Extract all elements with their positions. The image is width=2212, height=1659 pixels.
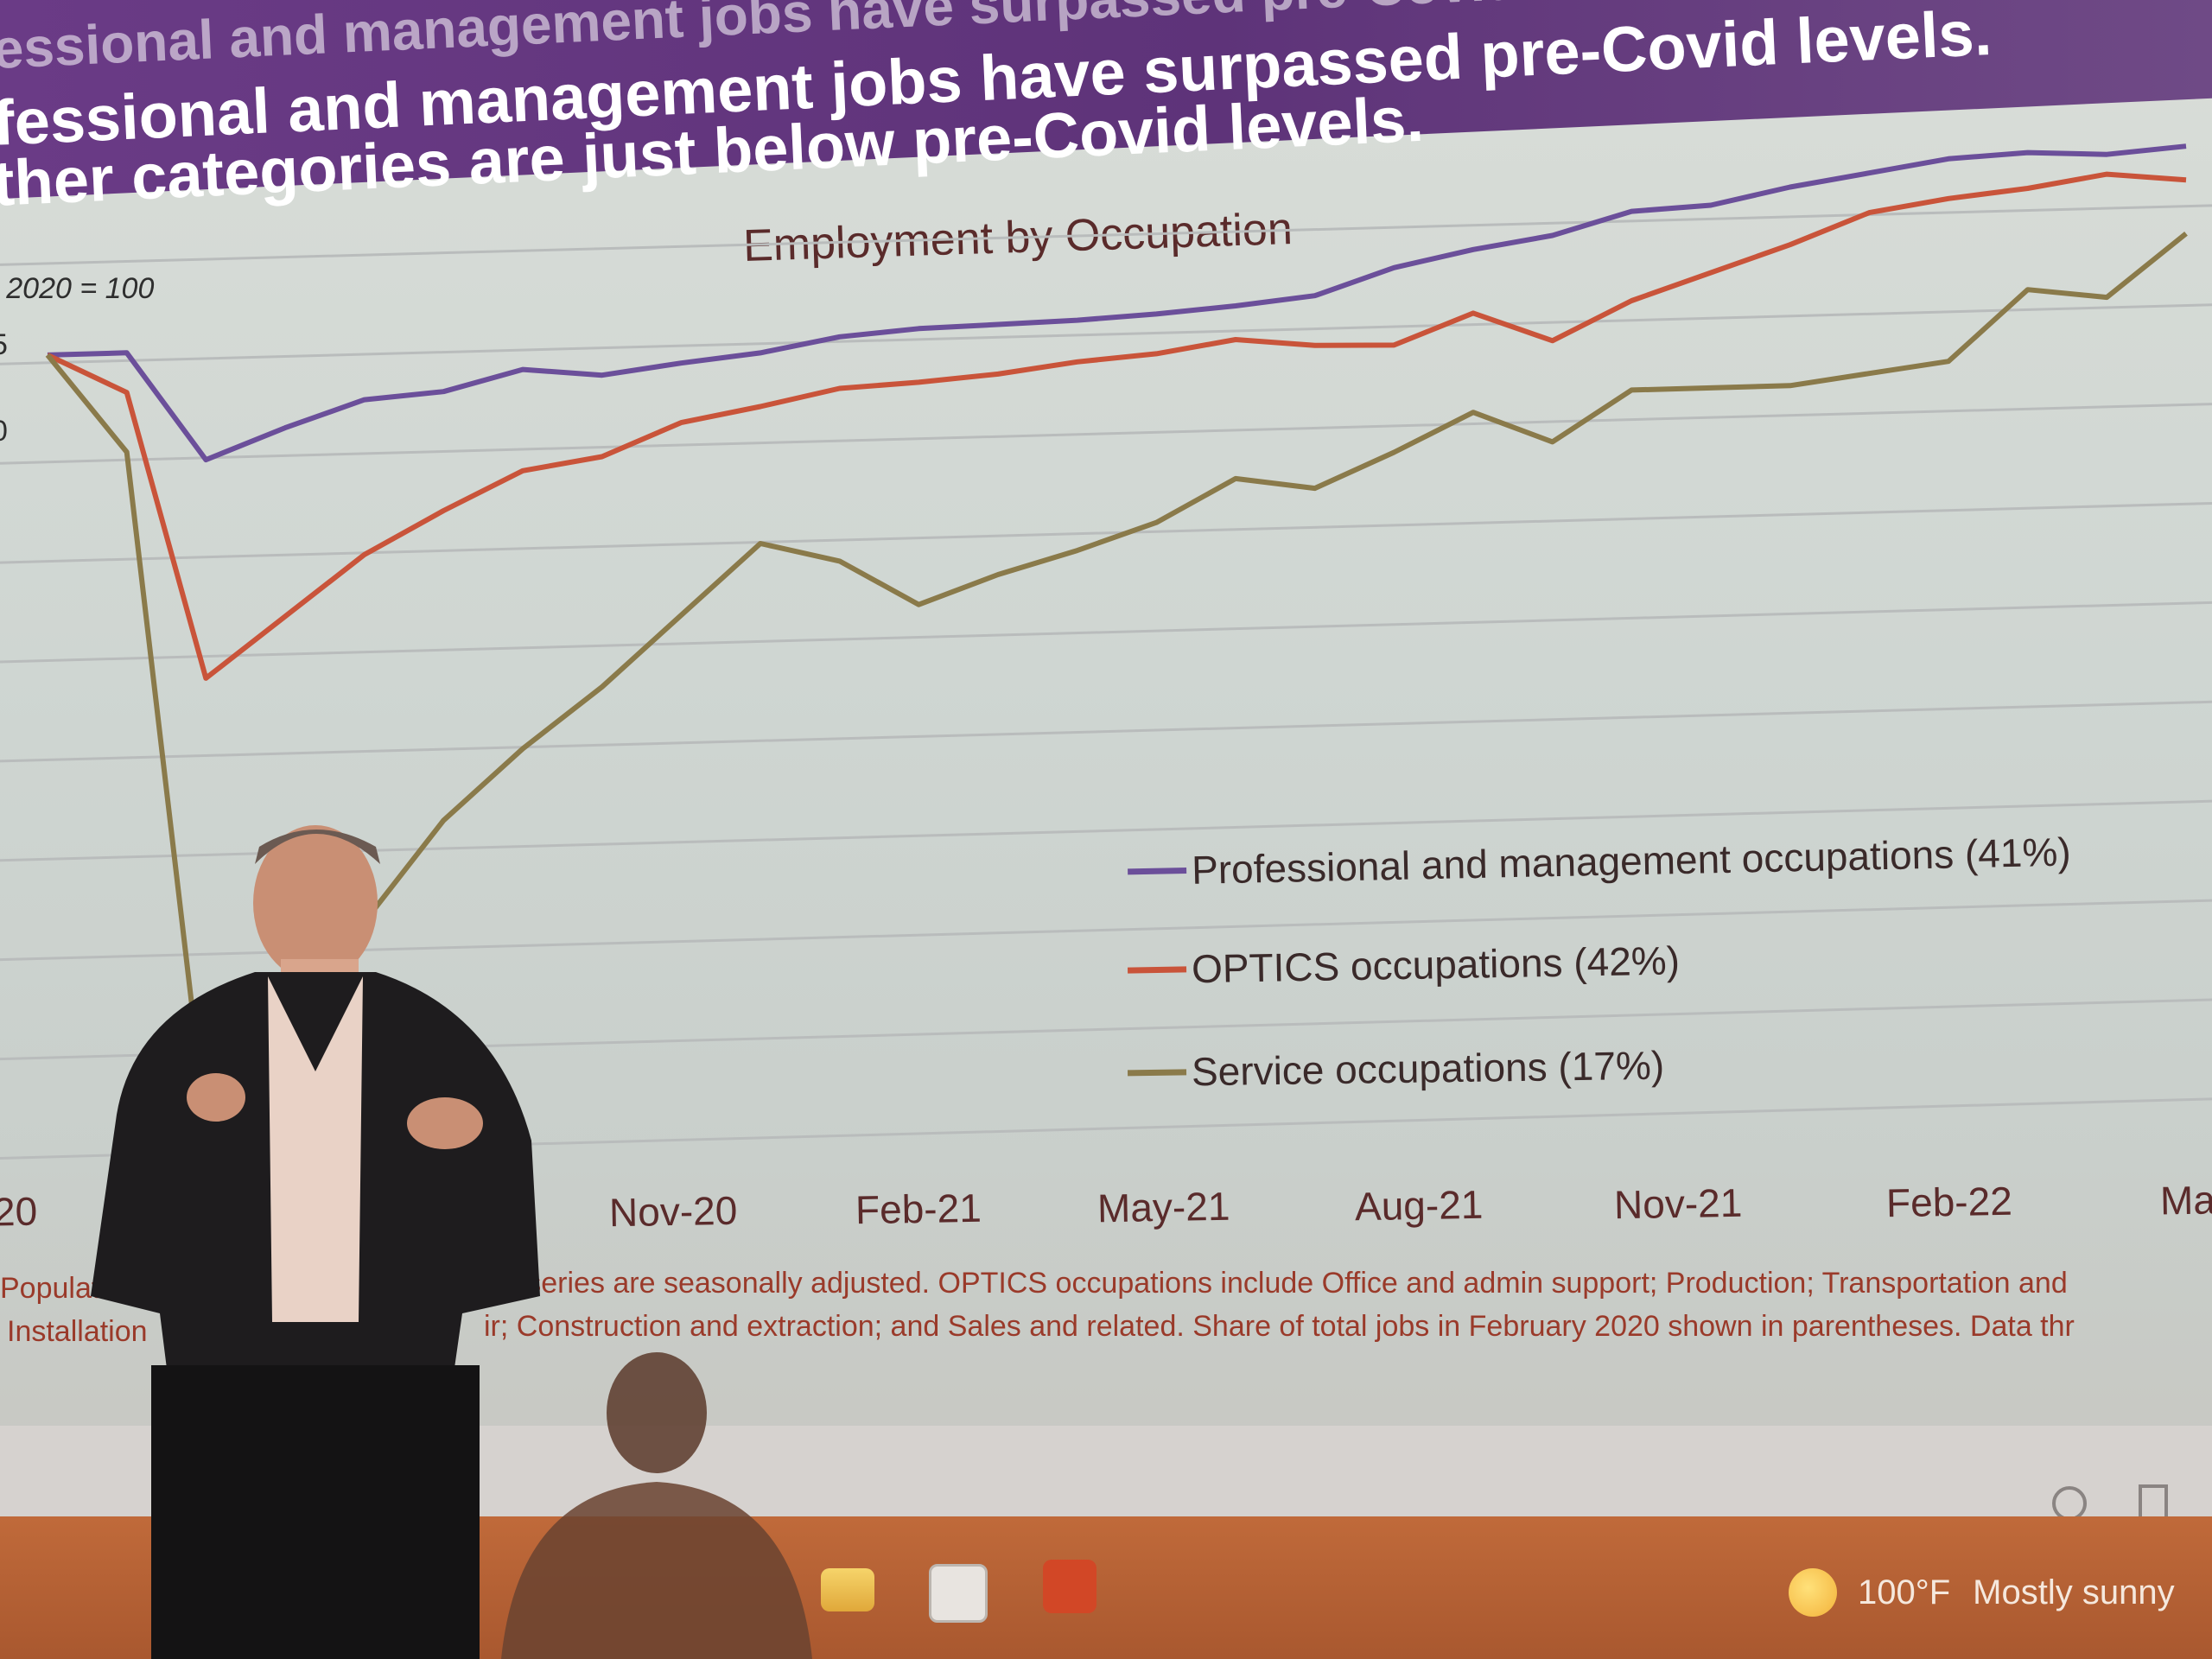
gridline — [0, 899, 2212, 962]
y-axis-index-label: eb 2020 = 100 — [0, 272, 155, 305]
legend-label: Service occupations (17%) — [1191, 1042, 1665, 1095]
file-explorer-icon[interactable] — [821, 1568, 874, 1611]
x-tick-label: Nov-20 — [608, 1187, 738, 1236]
legend-swatch-service — [1127, 1068, 1187, 1076]
x-tick-label: Feb-22 — [1885, 1178, 2013, 1226]
gridline — [0, 403, 2212, 465]
gridline — [0, 601, 2212, 664]
presenter-person — [91, 825, 540, 1659]
gridline — [0, 204, 2212, 266]
legend-item-optics: OPTICS occupations (42%) — [1127, 937, 1681, 993]
series-line-optics — [46, 171, 2187, 681]
weather-temperature: 100°F — [1858, 1573, 1951, 1611]
legend-swatch-professional — [1128, 867, 1187, 874]
x-tick-label: May-21 — [1096, 1183, 1230, 1231]
powerpoint-icon[interactable] — [1043, 1560, 1096, 1613]
footnote-line-1: . All series are seasonally adjusted. OP… — [471, 1267, 2068, 1300]
x-tick-label: Aug-21 — [1354, 1181, 1484, 1230]
legend-item-service: Service occupations (17%) — [1127, 1042, 1665, 1096]
series-line-professional — [47, 143, 2187, 463]
previous-slide-icon[interactable] — [2052, 1486, 2087, 1521]
legend-swatch-optics — [1127, 965, 1187, 974]
gridline — [0, 303, 2212, 365]
footnote-line-2: ir; Construction and extraction; and Sal… — [484, 1310, 2075, 1343]
x-tick-label: 20 — [0, 1188, 38, 1235]
x-tick-label: Feb-21 — [855, 1185, 982, 1233]
partly-sunny-icon — [1789, 1568, 1837, 1617]
y-tick-label: 5 — [0, 328, 8, 362]
gridline — [0, 501, 2212, 564]
x-tick-label: Nov-21 — [1613, 1179, 1743, 1228]
y-tick-label: 0 — [0, 415, 8, 448]
weather-condition: Mostly sunny — [1973, 1573, 2175, 1611]
series-line-service — [45, 231, 2188, 1128]
microsoft-store-icon[interactable] — [929, 1564, 988, 1623]
footnote-installation-left: Installation — [7, 1315, 148, 1348]
taskbar-weather-widget[interactable]: 100°F Mostly sunny — [1789, 1568, 2175, 1617]
legend-label: OPTICS occupations (42%) — [1191, 938, 1681, 992]
audience-member-silhouette — [501, 1352, 812, 1659]
gridline — [0, 700, 2212, 763]
x-tick-label: Ma — [2159, 1177, 2212, 1224]
